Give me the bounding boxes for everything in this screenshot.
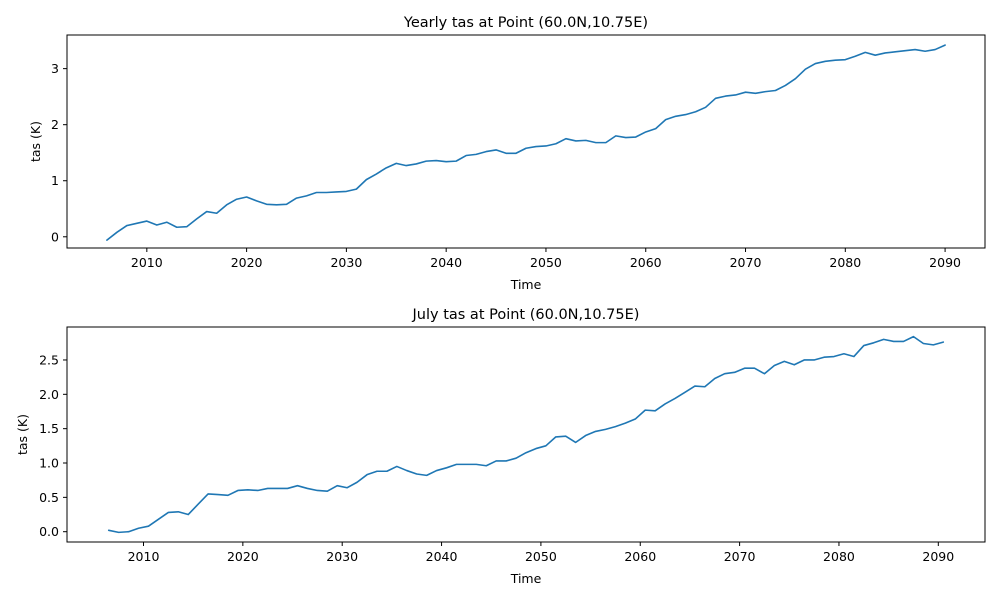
july-y-tick-label: 0.5	[39, 490, 59, 505]
yearly-x-tick-label: 2020	[231, 255, 263, 270]
yearly-y-axis-label: tas (K)	[28, 121, 43, 162]
july-x-tick-label: 2030	[326, 549, 358, 564]
yearly-x-tick-label: 2050	[530, 255, 562, 270]
july-plot-frame	[66, 326, 986, 543]
yearly-x-tick-label: 2030	[330, 255, 362, 270]
yearly-x-tick-label: 2010	[131, 255, 163, 270]
july-y-tick-label: 2.5	[39, 352, 59, 367]
yearly-x-tick-label: 2040	[430, 255, 462, 270]
yearly-x-tick-label: 2070	[730, 255, 762, 270]
july-series-line	[107, 335, 945, 534]
yearly-y-tick-label: 1	[51, 173, 59, 188]
july-x-tick-label: 2060	[624, 549, 656, 564]
july-x-tick-label: 2040	[426, 549, 458, 564]
yearly-x-tick-label: 2080	[829, 255, 861, 270]
july-y-tick-label: 1.0	[39, 456, 59, 471]
yearly-y-tick-label: 0	[51, 229, 59, 244]
july-x-tick-label: 2070	[724, 549, 756, 564]
yearly-y-tick-label: 2	[51, 117, 59, 132]
july-y-tick-label: 1.5	[39, 421, 59, 436]
july-y-axis-label: tas (K)	[15, 414, 30, 455]
yearly-x-tick-label: 2060	[630, 255, 662, 270]
yearly-series-line	[106, 44, 946, 241]
yearly-y-tick-label: 3	[51, 61, 59, 76]
july-x-tick-label: 2090	[922, 549, 954, 564]
yearly-tas-panel: 2010 2020 2030 2040 2050 2060 2070 2080 2090 0 1 2 3…	[28, 15, 986, 292]
july-x-tick-label: 2080	[823, 549, 855, 564]
july-x-tick-label: 2050	[525, 549, 557, 564]
july-chart-title: July tas at Point (60.0N,10.75E)	[412, 307, 640, 323]
yearly-chart-title: Yearly tas at Point (60.0N,10.75E)	[403, 15, 648, 31]
july-y-tick-label: 0.0	[39, 524, 59, 539]
july-y-tick-label: 2.0	[39, 387, 59, 402]
yearly-plot-frame	[66, 34, 986, 249]
july-tas-panel: 2010 2020 2030 2040 2050 2060 2070 2080 2090 0.0 0…	[15, 307, 986, 586]
yearly-x-tick-label: 2090	[929, 255, 961, 270]
yearly-x-axis-label: Time	[510, 277, 542, 292]
july-x-tick-label: 2020	[227, 549, 259, 564]
july-x-axis-label: Time	[510, 571, 542, 586]
july-x-tick-label: 2010	[128, 549, 160, 564]
